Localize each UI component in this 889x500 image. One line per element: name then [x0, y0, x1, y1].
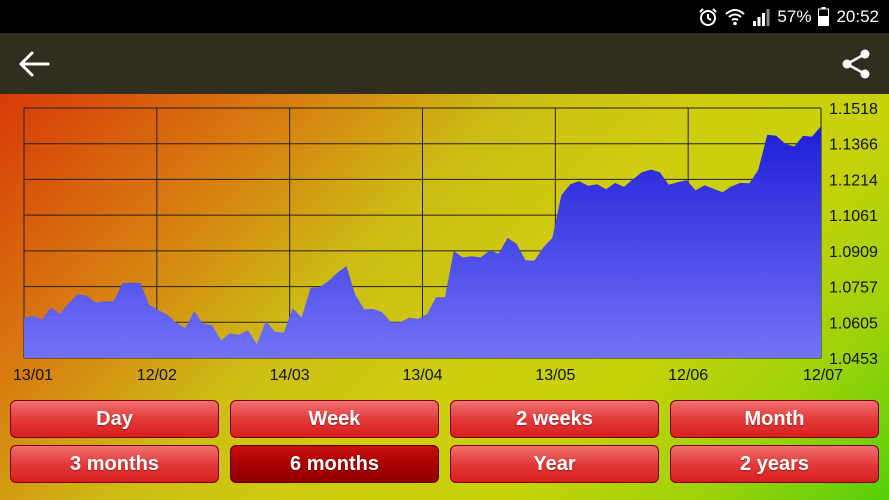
range-button-grid: Day Week 2 weeks Month 3 months 6 months Year 2…	[10, 400, 879, 483]
y-tick-label: 1.1366	[829, 137, 878, 154]
y-tick-label: 1.1061	[829, 208, 878, 225]
back-button[interactable]	[16, 47, 52, 81]
price-area-series	[24, 126, 821, 358]
x-tick-label: 13/01	[13, 367, 53, 384]
y-tick-label: 1.0909	[829, 244, 878, 261]
y-tick-label: 1.0605	[829, 315, 878, 332]
toolbar	[0, 33, 889, 94]
range-button-2-weeks[interactable]: 2 weeks	[450, 400, 659, 438]
range-button-month[interactable]: Month	[670, 400, 879, 438]
x-tick-label: 13/05	[535, 367, 575, 384]
range-button-3-months[interactable]: 3 months	[10, 445, 219, 483]
signal-icon	[753, 8, 770, 26]
y-tick-label: 1.1214	[829, 172, 878, 189]
y-tick-label: 1.0453	[829, 351, 878, 368]
arrow-left-icon	[19, 51, 50, 77]
content-area: 1.1518 1.1366 1.1214 1.1061 1.0909 1.0757 1.06…	[0, 94, 889, 500]
x-tick-label: 12/06	[668, 367, 708, 384]
x-tick-label: 12/07	[803, 367, 843, 384]
x-tick-label: 14/03	[270, 367, 310, 384]
share-icon	[842, 49, 870, 79]
x-tick-label: 13/04	[402, 367, 442, 384]
y-tick-label: 1.0757	[829, 280, 878, 297]
range-button-year[interactable]: Year	[450, 445, 659, 483]
clock: 20:52	[836, 6, 879, 26]
status-bar: 57% 20:52	[0, 0, 889, 33]
share-button[interactable]	[839, 47, 873, 81]
battery-icon	[818, 7, 830, 26]
range-button-week[interactable]: Week	[230, 400, 439, 438]
range-button-6-months[interactable]: 6 months	[230, 445, 439, 483]
x-tick-label: 12/02	[137, 367, 177, 384]
battery-percent: 57%	[777, 6, 812, 26]
y-tick-label: 1.1518	[829, 101, 878, 118]
status-icons: 57% 20:52	[698, 0, 879, 33]
wifi-icon	[725, 8, 746, 25]
price-chart: 1.1518 1.1366 1.1214 1.1061 1.0909 1.0757 1.06…	[13, 101, 878, 384]
range-button-day[interactable]: Day	[10, 400, 219, 438]
range-button-2-years[interactable]: 2 years	[670, 445, 879, 483]
alarm-icon	[699, 7, 718, 26]
